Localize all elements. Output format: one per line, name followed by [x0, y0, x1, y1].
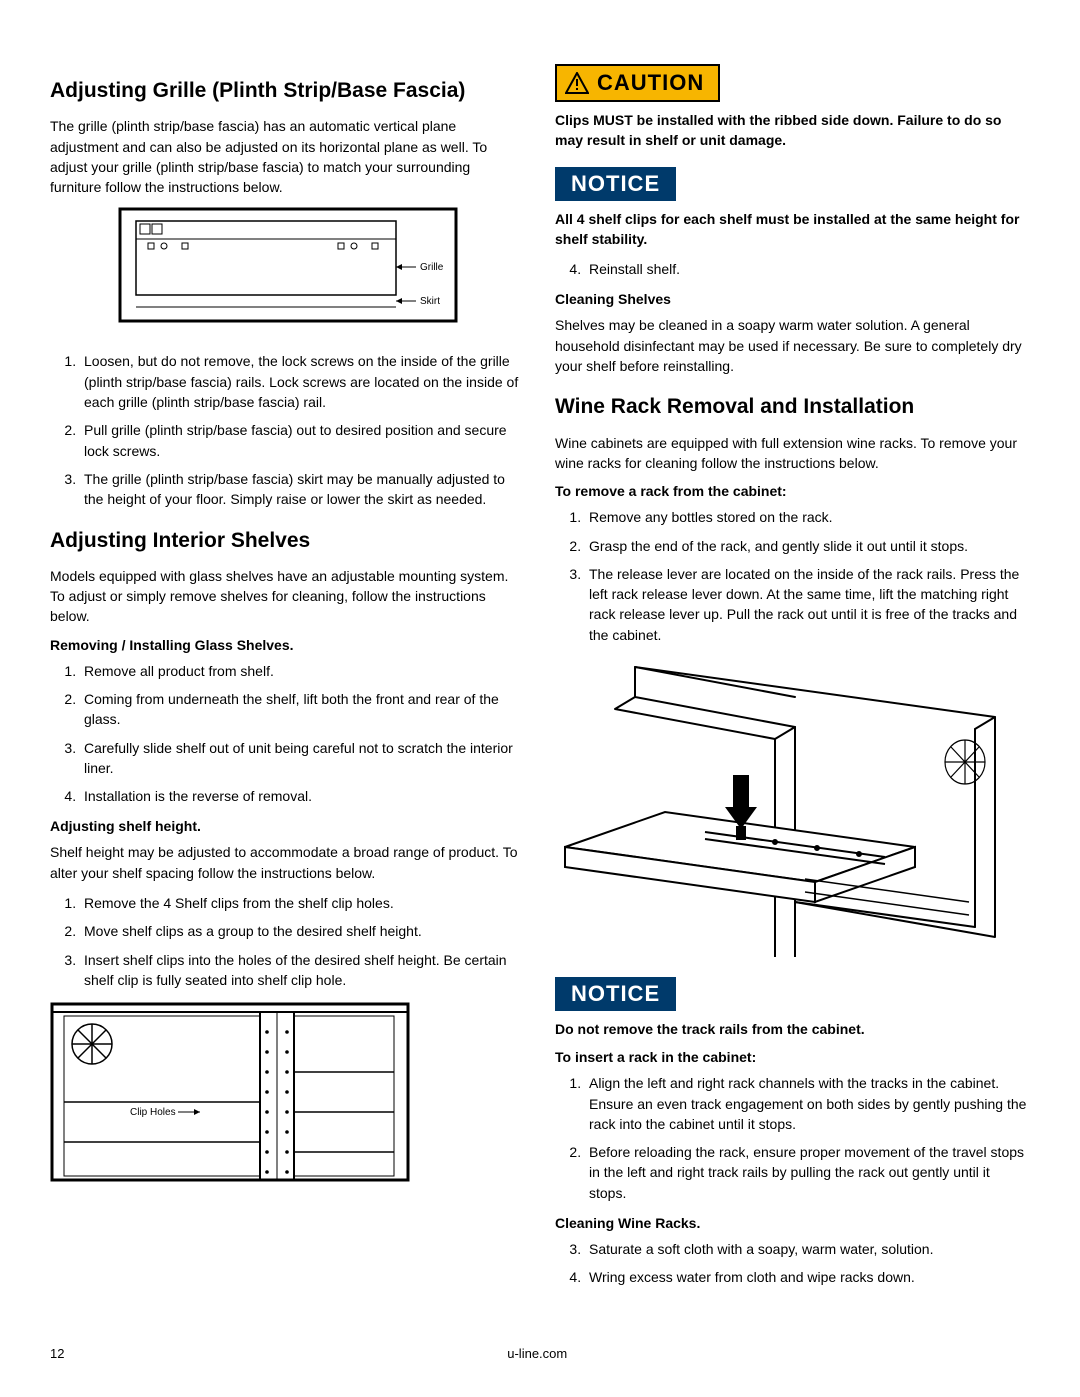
list-item: Installation is the reverse of removal. — [80, 786, 525, 806]
shelves-heading: Adjusting Interior Shelves — [50, 528, 525, 554]
list-item: Wring excess water from cloth and wipe r… — [585, 1267, 1030, 1287]
wine-steps1: Remove any bottles stored on the rack. G… — [555, 507, 1030, 645]
list-item: Loosen, but do not remove, the lock scre… — [80, 351, 525, 412]
clip-holes-figure: Clip Holes — [50, 1002, 410, 1182]
list-item: Remove the 4 Shelf clips from the shelf … — [80, 893, 525, 913]
notice2-body: Do not remove the track rails from the c… — [555, 1019, 1030, 1039]
grille-fig-label-top: Grille — [420, 262, 444, 273]
list-item: Insert shelf clips into the holes of the… — [80, 950, 525, 991]
notice-badge-1: NOTICE — [555, 167, 676, 201]
list-item: Pull grille (plinth strip/base fascia) o… — [80, 420, 525, 461]
cleaning-body: Shelves may be cleaned in a soapy warm w… — [555, 315, 1030, 376]
page-columns: Adjusting Grille (Plinth Strip/Base Fasc… — [50, 60, 1030, 1300]
list-item: Before reloading the rack, ensure proper… — [585, 1142, 1030, 1203]
list-item: Coming from underneath the shelf, lift b… — [80, 689, 525, 730]
wine-steps2: Align the left and right rack channels w… — [555, 1073, 1030, 1203]
page-footer: 12 u-line.com — [50, 1340, 1030, 1361]
wine-heading: Wine Rack Removal and Installation — [555, 394, 1030, 420]
list-item: Move shelf clips as a group to the desir… — [80, 921, 525, 941]
list-item: Saturate a soft cloth with a soapy, warm… — [585, 1239, 1030, 1259]
list-item: Carefully slide shelf out of unit being … — [80, 738, 525, 779]
grille-heading: Adjusting Grille (Plinth Strip/Base Fasc… — [50, 78, 525, 104]
cleaning-sub: Cleaning Shelves — [555, 291, 1030, 307]
shelves-intro: Models equipped with glass shelves have … — [50, 566, 525, 627]
list-item: Remove any bottles stored on the rack. — [585, 507, 1030, 527]
wine-rack-figure — [555, 657, 1015, 957]
notice-badge-2: NOTICE — [555, 977, 676, 1011]
caution-badge: CAUTION — [555, 64, 720, 102]
shelves-intro2: Shelf height may be adjusted to accommod… — [50, 842, 525, 883]
grille-fig-label-bottom: Skirt — [420, 296, 440, 307]
caution-body: Clips MUST be installed with the ribbed … — [555, 110, 1030, 151]
wine-steps3: Saturate a soft cloth with a soapy, warm… — [555, 1239, 1030, 1288]
list-item: Reinstall shelf. — [585, 259, 1030, 279]
alert-triangle-icon — [565, 72, 589, 94]
shelves-steps2: Remove the 4 Shelf clips from the shelf … — [50, 893, 525, 990]
right-column: CAUTION Clips MUST be installed with the… — [555, 60, 1030, 1300]
shelves-sub2: Adjusting shelf height. — [50, 818, 525, 834]
reinstall-step: Reinstall shelf. — [555, 259, 1030, 279]
shelves-sub1: Removing / Installing Glass Shelves. — [50, 637, 525, 653]
list-item: Align the left and right rack channels w… — [585, 1073, 1030, 1134]
list-item: The release lever are located on the ins… — [585, 564, 1030, 645]
caution-text: CAUTION — [597, 70, 704, 96]
wine-sub2: To insert a rack in the cabinet: — [555, 1049, 1030, 1065]
footer-url: u-line.com — [507, 1346, 567, 1361]
left-column: Adjusting Grille (Plinth Strip/Base Fasc… — [50, 60, 525, 1300]
grille-intro: The grille (plinth strip/base fascia) ha… — [50, 116, 525, 197]
notice1-body: All 4 shelf clips for each shelf must be… — [555, 209, 1030, 250]
clip-holes-fig-label: Clip Holes — [130, 1107, 176, 1118]
shelves-steps1: Remove all product from shelf. Coming fr… — [50, 661, 525, 807]
wine-sub3: Cleaning Wine Racks. — [555, 1215, 1030, 1231]
grille-figure: Grille Skirt — [118, 207, 458, 337]
list-item: Grasp the end of the rack, and gently sl… — [585, 536, 1030, 556]
page-number: 12 — [50, 1346, 64, 1361]
wine-sub1: To remove a rack from the cabinet: — [555, 483, 1030, 499]
list-item: Remove all product from shelf. — [80, 661, 525, 681]
list-item: The grille (plinth strip/base fascia) sk… — [80, 469, 525, 510]
grille-steps: Loosen, but do not remove, the lock scre… — [50, 351, 525, 509]
wine-intro: Wine cabinets are equipped with full ext… — [555, 433, 1030, 474]
